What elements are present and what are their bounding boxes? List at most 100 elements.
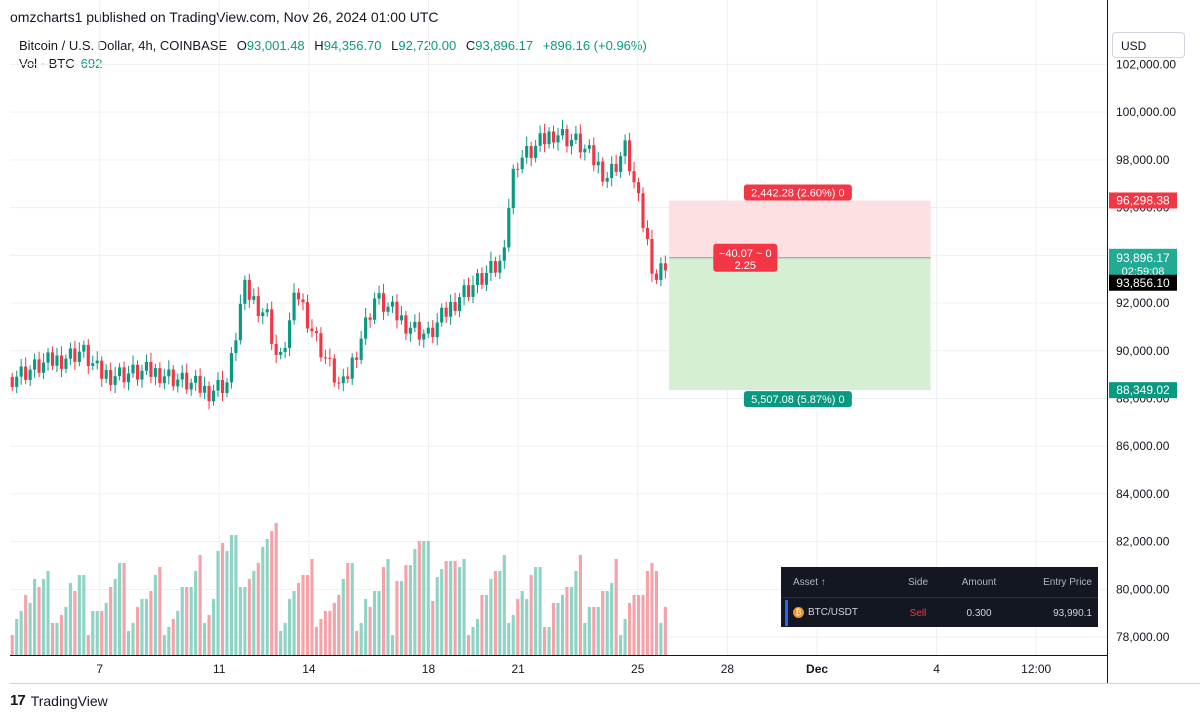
candle-body — [270, 309, 274, 344]
current-price-tag: 93,896.17 — [1116, 251, 1170, 265]
volume-bar — [37, 587, 41, 655]
high-value: 94,356.70 — [323, 38, 382, 53]
side-header[interactable]: Side — [907, 576, 928, 588]
candle-body — [247, 279, 251, 300]
volume-bar — [68, 583, 72, 655]
volume-bar — [265, 539, 269, 655]
volume-bar — [386, 559, 390, 655]
footer-brand-label: TradingView — [30, 692, 108, 709]
volume-bar — [547, 627, 551, 655]
volume-bar — [216, 551, 220, 655]
currency-button[interactable]: USD — [1112, 32, 1185, 58]
candle-body — [234, 340, 238, 354]
candle-body — [404, 315, 408, 334]
position-row[interactable]: ₿ BTC/USDT Sell 0.300 93,990.1 — [781, 597, 1098, 628]
candle-body — [328, 357, 332, 359]
volume-bar — [59, 615, 64, 655]
target-price-tag-box — [1109, 382, 1177, 399]
x-axis-labels: 7 11 14 18 21 25 28 Dec 4 12:00 — [96, 662, 1051, 676]
volume-bar — [578, 555, 582, 655]
volume-bar — [529, 575, 533, 655]
candle-body — [283, 347, 287, 352]
y-tick-label: 84,000.00 — [1116, 487, 1170, 501]
candle-body — [180, 372, 184, 380]
candle-body — [274, 343, 278, 355]
volume-bar — [140, 599, 144, 655]
candle-body — [256, 296, 260, 317]
entry-price-header[interactable]: Entry Price — [1043, 576, 1092, 588]
volume-bar — [592, 607, 596, 655]
volume-bar — [225, 551, 229, 655]
volume-label[interactable]: Vol · BTC — [19, 56, 75, 71]
y-tick-label: 100,000.00 — [1116, 105, 1176, 119]
volume-bar — [556, 603, 560, 655]
volume-bar — [261, 547, 265, 655]
candle-body — [319, 333, 323, 358]
volume-bar — [33, 579, 37, 655]
volume-bar — [180, 587, 184, 655]
candle-body — [596, 161, 600, 166]
candle-body — [203, 385, 207, 393]
footer-brand[interactable]: 17 TradingView — [10, 692, 108, 709]
target-price-tag: 88,349.02 — [1116, 383, 1170, 397]
volume-bar — [73, 591, 77, 655]
volume-bar — [395, 581, 399, 655]
volume-bar — [41, 579, 46, 655]
asset-header[interactable]: Asset ↑ — [793, 576, 826, 588]
candle-body — [332, 358, 336, 383]
volume-bar — [583, 623, 587, 655]
volume-bar — [77, 575, 81, 655]
amount-header[interactable]: Amount — [961, 576, 997, 588]
volume-bar — [587, 607, 591, 655]
candle-body — [462, 285, 466, 298]
volume-bar — [475, 619, 480, 655]
candle-body — [64, 358, 68, 369]
candle-body — [449, 302, 453, 317]
symbol-name[interactable]: Bitcoin / U.S. Dollar, 4h, COINBASE — [19, 38, 228, 53]
volume-bar — [390, 635, 395, 655]
volume-bar — [610, 583, 614, 655]
candle-body — [216, 379, 220, 391]
volume-bar — [601, 591, 605, 655]
candle-body — [381, 293, 386, 312]
current-price-box — [1109, 248, 1177, 279]
y-tick-label: 82,000.00 — [1116, 535, 1170, 549]
candle-body — [122, 367, 126, 383]
candle-body — [46, 352, 50, 363]
candle-body — [323, 357, 327, 359]
candle-body — [529, 145, 533, 159]
x-tick-label: 12:00 — [1021, 662, 1051, 676]
volume-bar — [636, 595, 641, 655]
x-tick-label: Dec — [806, 662, 828, 676]
volume-bar — [171, 619, 175, 655]
volume-bar — [543, 627, 547, 655]
positions-header: Asset ↑ Side Amount Entry Price — [781, 567, 1098, 597]
volume-bar — [623, 619, 627, 655]
candle-body — [229, 353, 234, 383]
volume-legend: Vol · BTC 692 — [19, 56, 102, 71]
volume-bar — [449, 561, 453, 655]
candle-body — [368, 317, 372, 320]
candle-body — [386, 306, 390, 312]
candle-body — [466, 285, 471, 297]
candle-body — [15, 376, 19, 387]
candle-body — [520, 157, 524, 170]
candle-body — [113, 376, 117, 385]
change-value: +896.16 (+0.96%) — [542, 38, 647, 53]
volume-bars — [10, 523, 667, 655]
tradingview-logo-icon: 17 — [10, 692, 26, 709]
candle-body — [104, 370, 108, 379]
y-tick-label: 78,000.00 — [1116, 630, 1170, 644]
candle-body — [359, 338, 363, 360]
volume-bar — [109, 587, 113, 655]
volume-bar — [10, 635, 14, 655]
candle-body — [556, 135, 560, 143]
entry-price-tag-box — [1109, 274, 1177, 291]
volume-bar — [466, 635, 471, 655]
candle-body — [444, 307, 448, 317]
candle-body — [225, 382, 229, 393]
candle-body — [144, 362, 149, 371]
volume-bar — [493, 571, 497, 655]
candle-body — [431, 327, 435, 338]
volume-bar — [359, 623, 363, 655]
